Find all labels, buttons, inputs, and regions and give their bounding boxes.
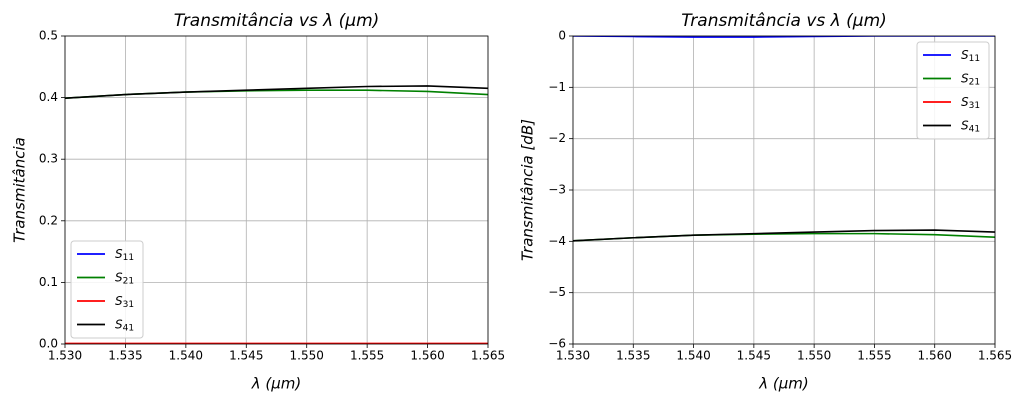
x-tick-label: 1.555: [857, 349, 891, 363]
y-tick-label: 0.0: [39, 337, 58, 351]
x-tick-label: 1.535: [108, 349, 142, 363]
y-tick-label: −6: [548, 337, 566, 351]
y-tick-label: 0.2: [39, 213, 58, 227]
legend-label: S11: [115, 247, 134, 263]
series-line: [573, 229, 995, 242]
y-tick-label: 0.5: [39, 29, 58, 43]
legend-label: S31: [115, 294, 134, 310]
y-tick-label: −4: [548, 234, 566, 248]
axes-frame: [572, 35, 996, 345]
y-tick-label: 0.1: [39, 275, 58, 289]
x-tick-label: 1.560: [410, 349, 444, 363]
x-tick-label: 1.550: [290, 349, 324, 363]
x-axis-label: λ (μm): [251, 375, 302, 393]
plot-area: [65, 85, 488, 344]
y-tick-label: −2: [548, 131, 566, 145]
y-axis-label: Transmitância [dB]: [519, 119, 537, 261]
y-tick-label: 0: [558, 29, 566, 43]
y-tick-label: 0.3: [39, 152, 58, 166]
y-tick-label: −5: [548, 285, 566, 299]
series-line: [573, 36, 995, 38]
y-tick-label: 0.4: [39, 90, 58, 104]
x-tick-label: 1.530: [556, 349, 590, 363]
legend-label: S11: [961, 48, 980, 64]
legend-box: [916, 41, 990, 140]
plot-area: [573, 36, 995, 242]
legend-label: S31: [961, 95, 980, 111]
x-tick-label: 1.545: [229, 349, 263, 363]
chart-title: Transmitância vs λ (μm): [174, 11, 380, 31]
x-tick-label: 1.565: [978, 349, 1012, 363]
x-tick-label: 1.535: [616, 349, 650, 363]
x-tick-label: 1.540: [676, 349, 710, 363]
chart-title: Transmitância vs λ (μm): [681, 11, 887, 31]
x-tick-label: 1.550: [797, 349, 831, 363]
y-axis-label: Transmitância: [11, 137, 29, 243]
axes-frame: [64, 35, 489, 345]
x-axis-label: λ (μm): [758, 375, 809, 393]
legend-label: S41: [961, 118, 980, 134]
y-tick-label: −1: [548, 80, 566, 94]
x-tick-label: 1.540: [169, 349, 203, 363]
legend-label: S21: [961, 71, 980, 87]
y-tick-label: −3: [548, 183, 566, 197]
legend-box: [70, 240, 144, 339]
x-tick-label: 1.555: [350, 349, 384, 363]
x-tick-label: 1.545: [737, 349, 771, 363]
series-line: [65, 85, 488, 100]
legend-label: S41: [115, 317, 134, 333]
x-tick-label: 1.560: [918, 349, 952, 363]
legend-label: S21: [115, 270, 134, 286]
x-tick-label: 1.530: [48, 349, 82, 363]
x-tick-label: 1.565: [471, 349, 505, 363]
